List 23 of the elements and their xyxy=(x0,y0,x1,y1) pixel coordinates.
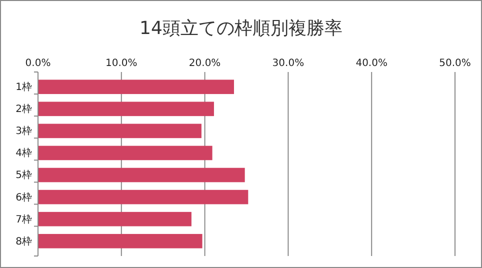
y-tick-label: 3枠 xyxy=(16,125,32,138)
x-tick-label: 20.0% xyxy=(188,58,221,69)
y-tick-label: 1枠 xyxy=(16,81,32,94)
bar xyxy=(38,124,202,138)
bar xyxy=(38,146,212,160)
x-tick-label: 50.0% xyxy=(439,58,471,69)
bar xyxy=(38,190,248,204)
bar xyxy=(38,80,234,94)
bar xyxy=(38,212,192,226)
y-tick-label: 7枠 xyxy=(16,213,32,226)
chart-title: 14頭立ての枠順別複勝率 xyxy=(140,18,342,39)
x-tick-label: 10.0% xyxy=(106,58,138,69)
y-tick-label: 6枠 xyxy=(16,191,32,204)
bar xyxy=(38,234,202,248)
y-tick-label: 8枠 xyxy=(16,235,32,248)
x-tick-label: 30.0% xyxy=(272,58,304,69)
x-tick-label: 0.0% xyxy=(25,58,51,69)
y-tick-label: 2枠 xyxy=(16,103,32,116)
bar xyxy=(38,168,245,182)
y-tick-label: 5枠 xyxy=(16,169,32,182)
y-tick-label: 4枠 xyxy=(16,147,32,160)
bar xyxy=(38,102,214,116)
x-tick-label: 40.0% xyxy=(356,58,388,69)
